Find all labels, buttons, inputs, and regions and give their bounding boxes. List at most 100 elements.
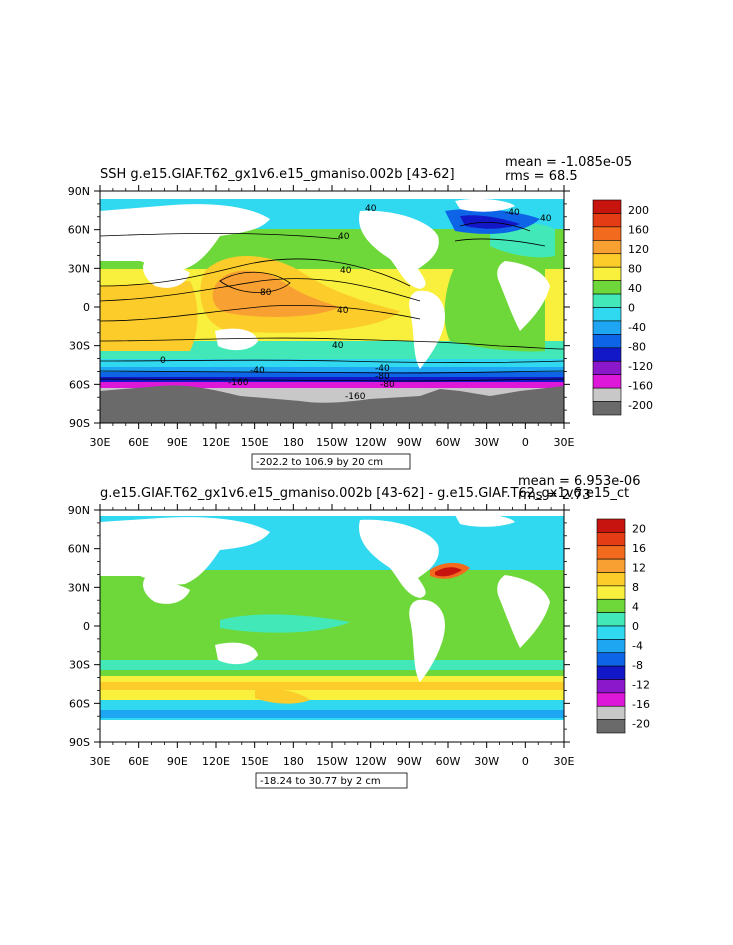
colorbar-label: 40: [628, 282, 642, 295]
colorbar-label: -120: [628, 360, 653, 373]
colorbar-label: -12: [632, 678, 650, 691]
colorbar-swatch: [592, 320, 622, 335]
y-tick-label: 30N: [68, 262, 90, 275]
y-tick-label: 60S: [69, 378, 90, 391]
top-axes: 30E 60E 90E 120E 150E 180 150W 120W 90W 60W 30W 0 30…: [68, 185, 575, 449]
x-tick-label: 30E: [90, 755, 111, 768]
y-tick-label: 30S: [69, 340, 90, 353]
colorbar-label: 0: [632, 620, 639, 633]
x-tick-label: 60W: [436, 436, 461, 449]
colorbar-swatch: [592, 199, 622, 214]
x-tick-label: 90E: [167, 755, 188, 768]
top-contour-label: 80: [260, 288, 272, 298]
y-tick-label: 90N: [68, 504, 90, 517]
x-tick-label: 150W: [316, 755, 348, 768]
colorbar-swatch: [592, 307, 622, 322]
x-tick-label: 150W: [316, 436, 348, 449]
x-tick-label: 150E: [241, 436, 269, 449]
x-tick-label: 180: [283, 436, 304, 449]
colorbar-swatch: [596, 665, 626, 680]
bottom-contour-info-box: [255, 772, 408, 789]
colorbar-label: 20: [632, 523, 646, 536]
y-tick-label: 90S: [69, 736, 90, 749]
top-contour-label: -80: [380, 380, 395, 390]
colorbar-label: -16: [632, 698, 650, 711]
top-title: SSH g.e15.GIAF.T62_gx1v6.e15_gmaniso.002…: [100, 167, 455, 182]
colorbar-label: -20: [632, 717, 650, 730]
bottom-axes: 30E 60E 90E 120E 150E 180 150W 120W 90W 60W 30W 0 30…: [68, 504, 575, 768]
colorbar-label: -160: [628, 380, 653, 393]
y-tick-label: 0: [83, 620, 90, 633]
colorbar-swatch: [592, 401, 622, 416]
top-contour-label: 0: [160, 356, 166, 366]
x-tick-label: 30W: [474, 755, 499, 768]
top-panel: SSH g.e15.GIAF.T62_gx1v6.e15_gmaniso.002…: [68, 155, 653, 470]
colorbar-swatch: [592, 253, 622, 268]
colorbar-swatch: [596, 518, 626, 533]
x-tick-label: 120E: [202, 755, 230, 768]
x-tick-label: 180: [283, 755, 304, 768]
x-tick-label: 30W: [474, 436, 499, 449]
colorbar-swatch: [596, 625, 626, 640]
top-rms: rms = 68.5: [505, 169, 578, 184]
top-contour-label: -80: [375, 372, 390, 382]
colorbar-label: 12: [632, 562, 646, 575]
colorbar-swatch: [596, 719, 626, 734]
colorbar-swatch: [596, 598, 626, 613]
top-contour-info-box: [251, 453, 411, 470]
bottom-contour-info: -18.24 to 30.77 by 2 cm: [260, 776, 381, 787]
colorbar-swatch: [592, 334, 622, 349]
y-tick-label: 90N: [68, 185, 90, 198]
y-tick-label: 30N: [68, 581, 90, 594]
x-tick-label: 90E: [167, 436, 188, 449]
colorbar-label: 120: [628, 243, 649, 256]
bottom-mean: mean = 6.953e-06: [518, 474, 640, 489]
x-tick-label: 120W: [355, 436, 387, 449]
colorbar-label: 160: [628, 223, 649, 236]
top-contour-label: 40: [337, 306, 349, 316]
colorbar-label: -4: [632, 639, 643, 652]
x-tick-label: 90W: [397, 436, 422, 449]
y-tick-label: 60S: [69, 697, 90, 710]
top-contour-label: -40: [375, 364, 390, 374]
colorbar-label: 16: [632, 542, 646, 555]
y-tick-label: 90S: [69, 417, 90, 430]
top-contour-label: -40: [505, 208, 520, 218]
top-colorbar: 200 160 120 80 40 0 -40 -80 -120 -160 -200: [592, 199, 653, 416]
colorbar-swatch: [592, 240, 622, 255]
x-tick-label: 0: [522, 755, 529, 768]
colorbar-swatch: [596, 705, 626, 720]
colorbar-label: 0: [628, 302, 635, 315]
colorbar-swatch: [596, 652, 626, 667]
colorbar-swatch: [592, 293, 622, 308]
colorbar-swatch: [592, 280, 622, 295]
colorbar-label: -40: [628, 321, 646, 334]
x-tick-label: 150E: [241, 755, 269, 768]
colorbar-swatch: [596, 572, 626, 587]
y-tick-label: 60N: [68, 224, 90, 237]
colorbar-swatch: [596, 585, 626, 600]
colorbar-swatch: [596, 558, 626, 573]
colorbar-swatch: [592, 360, 622, 375]
colorbar-swatch: [596, 692, 626, 707]
colorbar-swatch: [592, 213, 622, 228]
colorbar-label: -200: [628, 399, 653, 412]
top-map: 40 40 80 40 40 40 0 -40 -80 -160 -160 -4…: [100, 191, 564, 423]
y-tick-label: 30S: [69, 659, 90, 672]
x-tick-label: 90W: [397, 755, 422, 768]
x-tick-label: 0: [522, 436, 529, 449]
top-contour-labels: 40 40 80 40 40 40 0 -40 -80 -160 -160 -4…: [160, 204, 552, 402]
colorbar-swatch: [596, 679, 626, 694]
bottom-panel: g.e15.GIAF.T62_gx1v6.e15_gmaniso.002b [4…: [68, 474, 650, 789]
colorbar-swatch: [592, 387, 622, 402]
colorbar-swatch: [596, 612, 626, 627]
x-tick-label: 120E: [202, 436, 230, 449]
top-contour-label: -40: [250, 366, 265, 376]
x-tick-label: 60E: [128, 436, 149, 449]
x-tick-label: 30E: [554, 755, 575, 768]
top-contours: [100, 222, 564, 382]
bottom-map: [100, 510, 564, 742]
colorbar-label: 200: [628, 204, 649, 217]
colorbar-label: 4: [632, 601, 639, 614]
